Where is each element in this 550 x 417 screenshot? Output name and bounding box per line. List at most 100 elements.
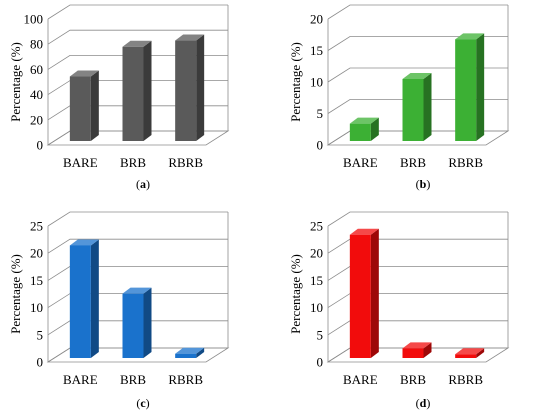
bar-front: [349, 123, 371, 141]
bar-side: [143, 287, 152, 358]
y-tick-label: 40: [30, 87, 43, 102]
bar-side: [196, 347, 205, 358]
y-tick-label: 25: [310, 219, 323, 234]
x-tick-label: BRB: [400, 372, 426, 387]
bar-side: [370, 228, 379, 358]
y-tick-label: 5: [317, 106, 324, 121]
y-tick-label: 0: [37, 355, 44, 370]
bar-front: [122, 46, 144, 142]
bar-side: [370, 117, 379, 141]
y-tick-label: 10: [310, 300, 323, 315]
gridline: [327, 36, 508, 51]
x-tick-label: BRB: [120, 155, 146, 170]
panel-caption: (b): [416, 177, 431, 191]
y-tick-label: 10: [30, 300, 43, 315]
bar-side: [423, 342, 432, 358]
x-tick-label: BRB: [120, 372, 146, 387]
y-tick-label: 20: [310, 12, 323, 27]
x-tick-label: RBRB: [448, 372, 483, 387]
bar-top: [349, 117, 379, 124]
bar-top: [455, 33, 485, 40]
bar-top: [402, 73, 432, 79]
y-tick-label: 80: [30, 37, 43, 52]
gridline: [47, 29, 228, 45]
y-tick-label: 20: [30, 246, 43, 261]
bar-front: [455, 39, 477, 141]
bar-bare: [69, 70, 99, 141]
panel-caption: (c): [136, 396, 149, 410]
x-tick-label: BARE: [63, 372, 98, 387]
bar-front: [175, 353, 197, 358]
y-tick-label: 15: [30, 273, 43, 288]
bar-side: [476, 348, 485, 358]
y-axis-title: Percentage (%): [8, 254, 23, 334]
bar-front: [69, 76, 91, 141]
y-tick-label: 10: [310, 75, 323, 90]
bar-front: [69, 245, 91, 358]
y-tick-label: 20: [30, 112, 43, 127]
y-axis-title: Percentage (%): [288, 254, 303, 334]
bar-top: [122, 40, 152, 47]
bar-rbrb: [455, 348, 485, 358]
y-tick-label: 0: [37, 138, 44, 153]
bar-top: [349, 228, 379, 235]
bar-brb: [122, 40, 152, 142]
bar-brb: [402, 73, 432, 141]
panel-caption: (a): [136, 177, 150, 191]
bar-side: [143, 40, 152, 142]
y-tick-label: 0: [317, 138, 324, 153]
bar-front: [402, 79, 424, 141]
gridline: [327, 4, 508, 20]
bar-bare: [349, 228, 379, 358]
bar-front: [175, 40, 197, 142]
y-axis-title: Percentage (%): [288, 42, 303, 122]
bar-side: [423, 73, 432, 141]
bar-front: [402, 348, 424, 358]
chart-panel-d: 0 5 10 15 20 25 Percentage (%) BARE BRB RBRB (d): [288, 211, 510, 410]
y-tick-label: 25: [30, 219, 43, 234]
bar-top: [175, 34, 205, 41]
panel-caption: (d): [416, 396, 431, 410]
y-tick-label: 100: [24, 12, 44, 27]
chart-panel-b: 0 5 10 15 20 Percentage (%) BARE BRB RBRB (b): [288, 4, 510, 191]
bar-top: [122, 287, 152, 294]
gridline: [47, 211, 228, 227]
y-tick-label: 0: [317, 355, 324, 370]
bar-top: [69, 239, 99, 246]
chart-panel-c: 0 5 10 15 20 25 Percentage (%) BARE BRB RBRB (c): [8, 211, 230, 410]
bar-side: [476, 33, 485, 141]
gridline: [327, 211, 508, 227]
bar-top: [455, 348, 485, 355]
bar-rbrb: [175, 34, 205, 142]
x-tick-label: RBRB: [168, 372, 203, 387]
bar-top: [402, 342, 432, 349]
bar-top: [175, 347, 205, 354]
y-tick-label: 60: [30, 62, 43, 77]
bar-side: [196, 34, 205, 142]
y-tick-label: 15: [310, 273, 323, 288]
bar-front: [455, 354, 477, 358]
y-tick-label: 20: [310, 246, 323, 261]
bar-front: [122, 293, 144, 358]
y-tick-label: 5: [317, 327, 324, 342]
bar-bare: [69, 239, 99, 358]
bar-rbrb: [455, 33, 485, 141]
x-tick-label: BRB: [400, 155, 426, 170]
bar-side: [90, 70, 99, 141]
y-tick-label: 15: [310, 43, 323, 58]
bar-side: [90, 239, 99, 358]
gridline: [47, 238, 228, 254]
bar-bare: [349, 117, 379, 141]
y-axis-title: Percentage (%): [8, 42, 23, 122]
x-tick-label: BARE: [63, 155, 98, 170]
bar-brb: [402, 342, 432, 358]
bar-front: [349, 234, 371, 358]
y-tick-label: 5: [37, 327, 44, 342]
x-tick-label: BARE: [343, 155, 378, 170]
x-tick-label: BARE: [343, 372, 378, 387]
bar-rbrb: [175, 347, 205, 358]
x-tick-label: RBRB: [448, 155, 483, 170]
bar-brb: [122, 287, 152, 358]
